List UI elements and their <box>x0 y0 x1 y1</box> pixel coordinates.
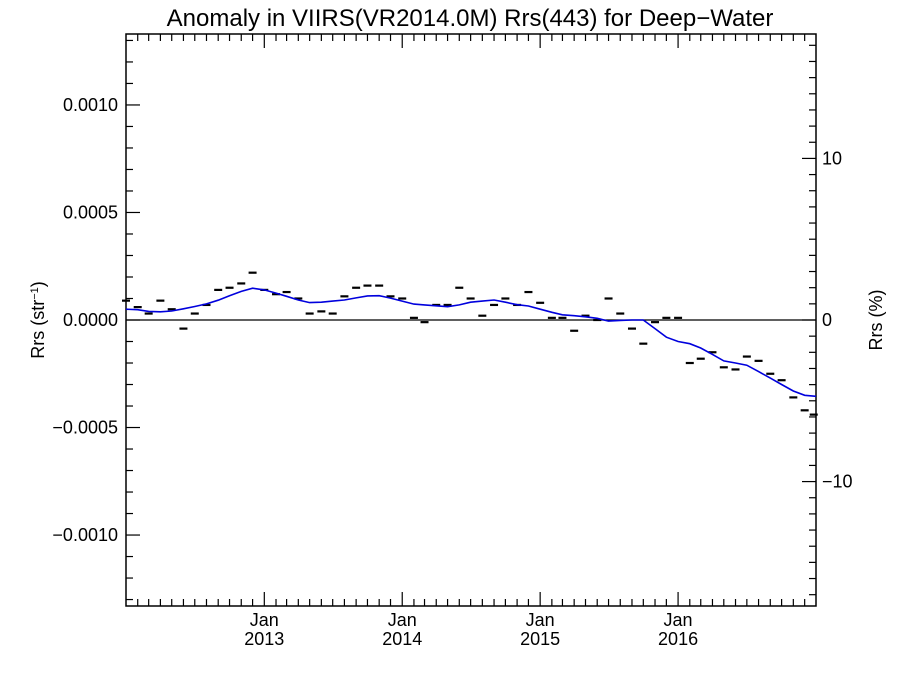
y-tick-label: 0.0000 <box>63 310 118 330</box>
x-tick-label-year: 2013 <box>244 629 284 649</box>
y-tick-label: −0.0005 <box>52 418 118 438</box>
y-right-tick-label: 10 <box>822 148 842 168</box>
x-tick-label-year: 2015 <box>520 629 560 649</box>
y-axis-right: 10 0 −10 <box>802 44 853 596</box>
x-tick-label-year: 2014 <box>382 629 422 649</box>
x-tick-label-month: Jan <box>388 610 417 630</box>
x-tick-label-month: Jan <box>526 610 555 630</box>
anomaly-markers <box>122 271 818 416</box>
y-tick-label: 0.0010 <box>63 95 118 115</box>
y-axis-label-right: Rrs (%) <box>866 290 886 351</box>
y-tick-label: −0.0010 <box>52 525 118 545</box>
y-right-tick-label: 0 <box>822 310 832 330</box>
x-tick-label-month: Jan <box>250 610 279 630</box>
smoothed-line-group <box>125 287 817 398</box>
smoothed-line <box>125 287 817 398</box>
x-tick-label-year: 2016 <box>658 629 698 649</box>
y-tick-label: 0.0005 <box>63 202 118 222</box>
y-axis-left: 0.0010 0.0005 0.0000 −0.0005 −0.0010 <box>52 39 140 601</box>
y-axis-label-left: Rrs (str−1) <box>28 281 48 359</box>
chart-title: Anomaly in VIIRS(VR2014.0M) Rrs(443) for… <box>167 5 774 32</box>
y-right-tick-label: −10 <box>822 472 853 492</box>
x-tick-label-month: Jan <box>664 610 693 630</box>
